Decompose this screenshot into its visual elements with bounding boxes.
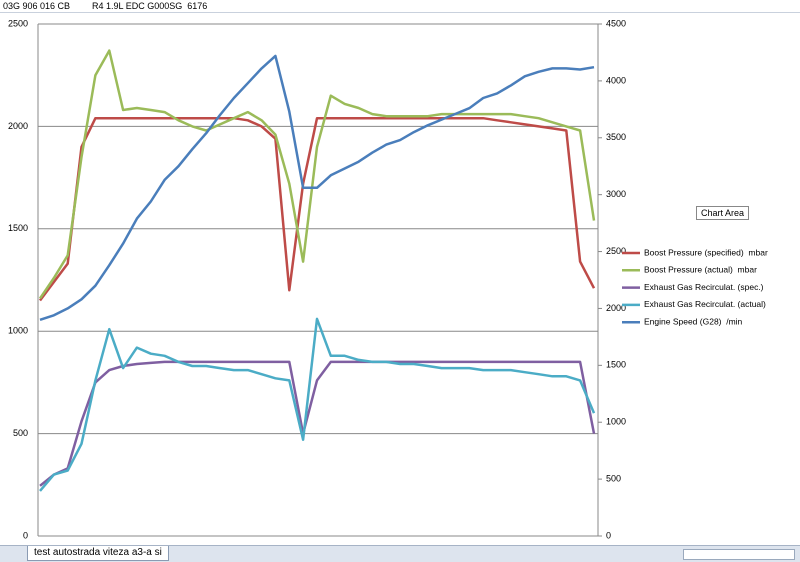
header-bar: 03G 906 016 CB R4 1.9L EDC G000SG 6176 [0,0,800,13]
scrollbar[interactable] [683,549,795,560]
engine-label: R4 1.9L EDC G000SG 6176 [92,1,208,11]
y-tick-label: 1500 [8,223,28,233]
y2-tick-label: 1500 [606,360,626,370]
series-line [39,116,596,302]
legend-label: Exhaust Gas Recirculat. (spec.) [644,282,764,292]
y-tick-label: 500 [13,428,28,438]
y2-tick-label: 2000 [606,303,626,313]
legend-label: Boost Pressure (specified) mbar [644,247,768,257]
y-tick-label: 1000 [8,326,28,336]
y2-tick-label: 1000 [606,417,626,427]
series-line [39,360,596,487]
series-line [39,54,595,321]
y2-tick-label: 4500 [606,18,626,28]
tooltip: Chart Area [696,206,750,220]
y2-tick-label: 3000 [606,189,626,199]
y2-tick-label: 500 [606,473,621,483]
y2-tick-label: 4000 [606,75,626,85]
y-tick-label: 0 [23,530,28,540]
y2-tick-label: 2500 [606,246,626,256]
y2-tick-label: 0 [606,530,611,540]
sheet-tab[interactable]: test autostrada viteza a3-a si [27,546,169,561]
series-line [38,49,596,300]
legend-label: Exhaust Gas Recirculat. (actual) [644,299,766,309]
series-line [39,317,596,492]
legend-label: Boost Pressure (actual) mbar [644,265,757,275]
sheet-bar: test autostrada viteza a3-a si [0,545,800,562]
chart[interactable]: 0 500 1000 1500 2000 2500 0 500 1000 1500 2000 2500… [0,12,800,545]
legend-label: Engine Speed (G28) /min [644,316,743,326]
part-number: 03G 906 016 CB [3,1,71,11]
y-tick-label: 2000 [8,121,28,131]
y2-tick-label: 3500 [606,132,626,142]
y-tick-label: 2500 [8,18,28,28]
